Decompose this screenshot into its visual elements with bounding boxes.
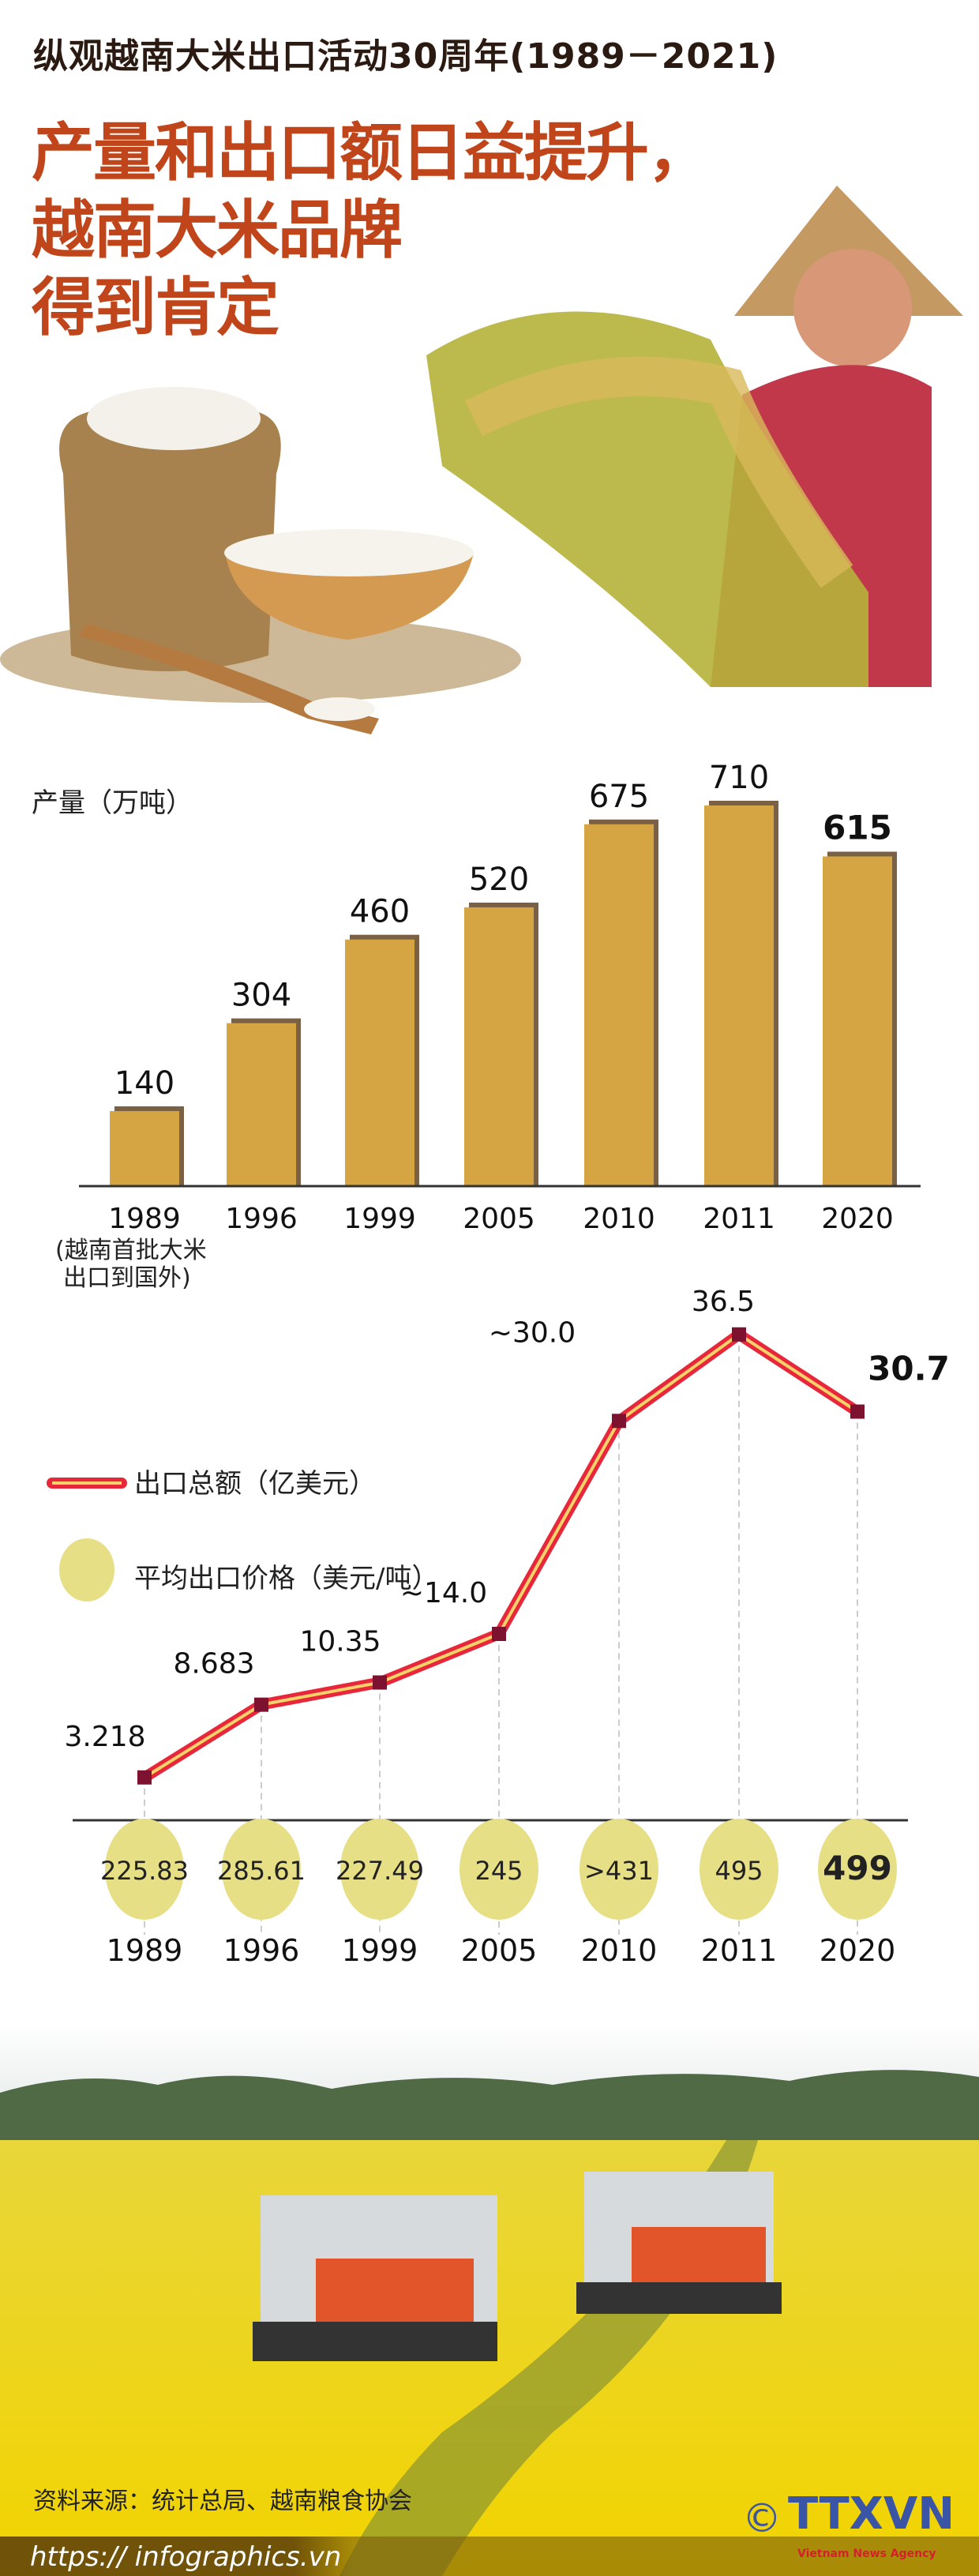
export-value-label: 30.7	[868, 1350, 950, 1388]
bar-year-label: 1989	[108, 1203, 181, 1235]
production-bar-chart: 产量（万吨） 140 1989 304 1996 460 1999 520 2005 675 20…	[32, 760, 921, 1292]
bar-value-label: 520	[469, 862, 529, 898]
price-label: 245	[474, 1856, 523, 1886]
price-label: 495	[715, 1856, 763, 1886]
price-label: >431	[584, 1856, 654, 1886]
export-value-label: 10.35	[299, 1626, 381, 1658]
price-circle-2010	[580, 1819, 658, 1920]
ttxvn-logo: © TTXVN Vietnam News Agency	[742, 2488, 955, 2560]
subtitle: 纵观越南大米出口活动30周年(1989－2021)	[33, 36, 778, 77]
bar-year-label: 1996	[225, 1203, 298, 1235]
export-value-label: 3.218	[64, 1721, 145, 1753]
export-line-chart: 3.218 225.83 1989 8.683 285.61 1996 10.35 227.4…	[47, 1286, 950, 1968]
price-label: 227.49	[336, 1856, 424, 1886]
logo-text: TTXVN	[788, 2488, 955, 2540]
bar-2020	[823, 856, 892, 1186]
price-label: 225.83	[100, 1856, 189, 1886]
legend-avg-price: 平均出口价格（美元/吨）	[134, 1563, 438, 1594]
title-line-3: 得到肯定	[32, 271, 279, 344]
rice-field-photo	[0, 2022, 979, 2576]
bar-value-label: 615	[823, 808, 892, 847]
price-circle-1989	[105, 1819, 184, 1920]
logo-subtext: Vietnam News Agency	[797, 2548, 936, 2560]
harvester-right	[576, 2172, 782, 2314]
export-marker-1999	[373, 1675, 387, 1690]
line-year-label: 2010	[581, 1933, 658, 1968]
line-year-label: 1996	[223, 1933, 300, 1968]
farmer-face	[793, 249, 912, 367]
export-value-label: 8.683	[173, 1648, 254, 1680]
bar-1999	[345, 939, 414, 1186]
bar-year-label: 2011	[703, 1203, 775, 1235]
rice-bowl	[225, 553, 474, 640]
bar-value-label: 140	[114, 1065, 174, 1102]
wooden-spoon	[79, 624, 379, 734]
price-circle-1999	[340, 1819, 419, 1920]
line-year-label: 1999	[342, 1933, 418, 1968]
rice-sack	[59, 411, 281, 671]
line-year-label: 1989	[107, 1933, 183, 1968]
bar-value-label: 675	[589, 779, 649, 815]
bar-year-label: 2010	[583, 1203, 655, 1235]
price-circle-2005	[459, 1819, 538, 1920]
harvester-left	[253, 2195, 497, 2361]
export-value-label: ~30.0	[489, 1316, 576, 1349]
title-line-1: 产量和出口额日益提升，	[32, 116, 711, 190]
bar-value-label: 304	[231, 978, 291, 1014]
bar-2010	[584, 824, 654, 1186]
bar-year-label: 2020	[821, 1203, 894, 1235]
url-bar	[0, 2537, 979, 2576]
legend-export-value: 出口总额（亿美元）	[134, 1468, 376, 1500]
website-link[interactable]: https:// infographics.vn	[30, 2541, 342, 2573]
bar-2005	[464, 907, 534, 1186]
price-circle-1996	[222, 1819, 301, 1920]
price-circle-2011	[700, 1819, 778, 1920]
line-year-label: 2011	[701, 1933, 778, 1968]
bar-value-label: 460	[350, 894, 410, 930]
price-label: 499	[823, 1849, 892, 1887]
export-marker-2011	[732, 1327, 746, 1342]
legend-circle-icon	[59, 1538, 114, 1602]
export-value-label: ~14.0	[400, 1577, 487, 1609]
bar-1996	[227, 1023, 296, 1186]
bar-year-label: 2005	[463, 1203, 535, 1235]
export-marker-1989	[137, 1770, 152, 1785]
treeline	[0, 2070, 979, 2148]
title-line-2: 越南大米品牌	[32, 193, 403, 267]
line-year-label: 2020	[820, 1933, 896, 1968]
bar-value-label: 710	[709, 760, 769, 796]
export-marker-2020	[850, 1404, 865, 1419]
price-circle-2020	[818, 1819, 897, 1920]
source-note: 资料来源：统计总局、越南粮食协会	[33, 2488, 412, 2515]
bar-1989	[110, 1110, 179, 1186]
export-value-line-inner	[143, 1332, 859, 1779]
hero-illustration	[0, 186, 963, 734]
export-marker-1996	[254, 1697, 268, 1712]
bar-2011	[704, 805, 774, 1186]
line-year-label: 2005	[461, 1933, 538, 1968]
export-marker-2005	[492, 1627, 506, 1642]
export-value-label: 36.5	[692, 1286, 755, 1318]
bar-y-label: 产量（万吨）	[32, 787, 193, 819]
export-marker-2010	[612, 1414, 626, 1429]
copyright-icon: ©	[742, 2495, 782, 2541]
annotation-line-1: (越南首批大米	[55, 1237, 207, 1264]
price-label: 285.61	[217, 1856, 306, 1886]
bar-year-label: 1999	[343, 1203, 416, 1235]
annotation-line-2: 出口到国外)	[63, 1264, 191, 1292]
